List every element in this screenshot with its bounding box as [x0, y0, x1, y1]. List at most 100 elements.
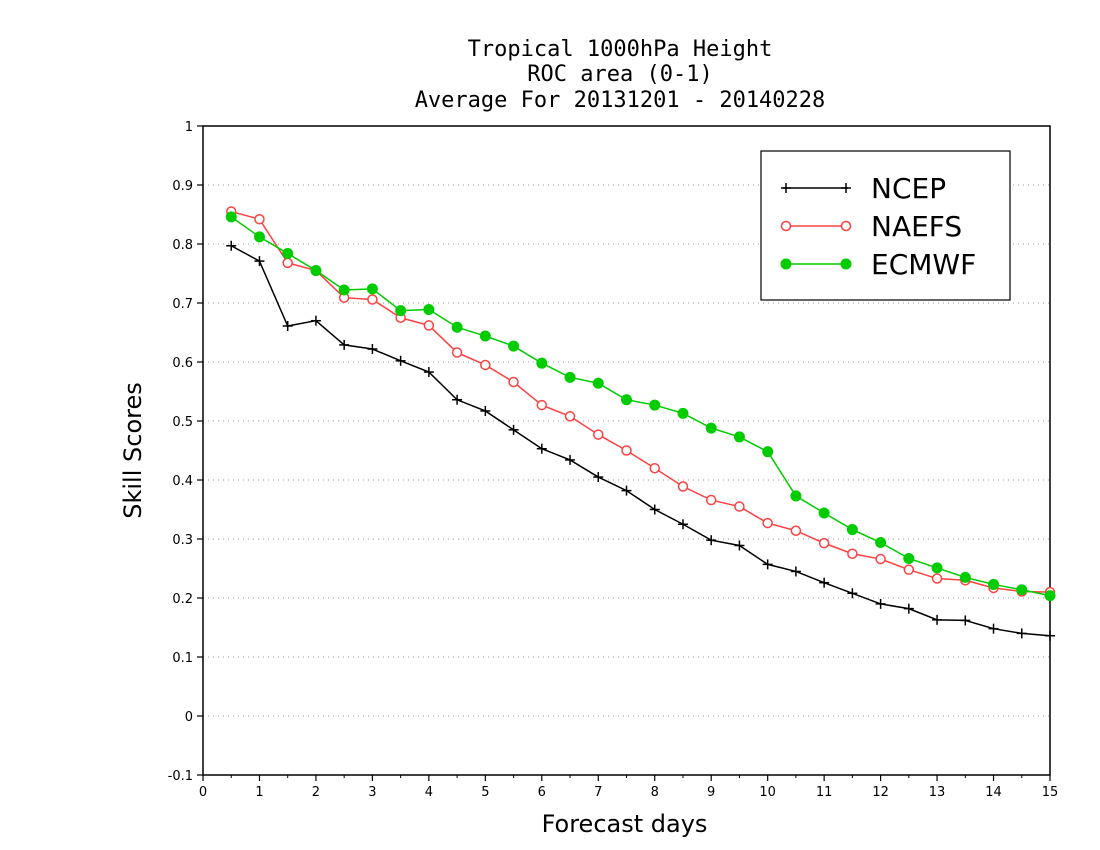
ncep-point-marker: [988, 623, 999, 634]
naefs-point-marker: [903, 564, 915, 575]
naefs-point-marker: [734, 501, 745, 512]
ecmwf-point-marker: [677, 407, 689, 419]
naefs-point-marker: [564, 411, 576, 422]
ncep-point-marker: [452, 394, 463, 405]
ncep-point-marker: [847, 588, 858, 599]
ncep-point-marker: [1045, 630, 1055, 641]
naefs-point-marker: [423, 320, 435, 331]
naefs-point-marker: [536, 399, 548, 411]
naefs-point-marker: [818, 537, 830, 549]
ecmwf-point-marker: [564, 371, 576, 383]
series-ncep: [226, 240, 1055, 641]
y-tick-label: 0.7: [172, 297, 193, 312]
ncep-point-marker: [480, 405, 491, 416]
y-tick-label: 0.9: [172, 179, 193, 194]
ecmwf-point-marker: [253, 231, 265, 243]
x-tick-label: 14: [985, 785, 1002, 800]
legend-entry-ecmwf: ECMWF: [780, 248, 976, 281]
ncep-point-marker: [875, 598, 886, 609]
legend-entry-naefs: NAEFS: [780, 210, 962, 243]
x-tick-label: 15: [1042, 785, 1059, 800]
x-tick-label: 12: [872, 785, 889, 800]
naefs-point-marker: [593, 429, 604, 440]
ecmwf-point-marker: [451, 321, 463, 333]
ecmwf-point-marker: [875, 537, 887, 549]
ncep-point-marker: [781, 183, 791, 193]
ncep-point-marker: [254, 256, 265, 267]
ncep-point-marker: [508, 424, 519, 435]
x-tick-label: 3: [368, 785, 376, 800]
ncep-point-marker: [960, 615, 971, 626]
ecmwf-point-marker: [508, 340, 520, 352]
chart-title-line-3: Average For 20131201 - 20140228: [414, 88, 826, 113]
naefs-point-marker: [649, 462, 660, 474]
naefs-point-marker: [705, 494, 717, 506]
ecmwf-point-marker: [592, 377, 604, 389]
y-tick-label: 0.4: [172, 474, 193, 489]
y-tick-label: 0.1: [172, 651, 193, 666]
y-tick-label: 0.3: [172, 533, 193, 548]
ecmwf-point-marker: [282, 247, 294, 259]
ncep-point-marker: [282, 321, 293, 332]
naefs-point-marker: [451, 347, 463, 358]
ecmwf-point-marker: [423, 303, 435, 315]
ncep-point-marker: [536, 443, 547, 454]
x-tick-label: 0: [199, 785, 207, 800]
y-tick-label: 0.2: [172, 592, 193, 607]
ncep-point-marker: [762, 559, 773, 570]
x-tick-label: 11: [816, 785, 833, 800]
y-tick-label: -0.1: [168, 769, 193, 784]
naefs-point-marker: [875, 553, 886, 565]
ncep-point-marker: [226, 240, 237, 251]
legend: NCEP NAEFS ECMWF: [760, 150, 1011, 301]
naefs-point-marker: [780, 220, 792, 232]
ecmwf-point-marker: [780, 258, 792, 270]
ncep-point-marker: [593, 472, 604, 483]
ncep-point-marker: [565, 454, 576, 465]
naefs-point-marker: [847, 548, 858, 559]
x-tick-label: 5: [481, 785, 489, 800]
naefs-point-marker: [790, 525, 802, 536]
ecmwf-point-marker: [366, 283, 378, 295]
x-tick-label: 2: [312, 785, 320, 800]
ecmwf-point-marker: [762, 446, 774, 458]
ncep-point-marker: [367, 344, 378, 355]
ecmwf-point-marker: [649, 399, 661, 411]
ecmwf-point-marker: [733, 431, 745, 443]
ncep-point-marker: [819, 577, 830, 588]
ncep-point-marker: [339, 339, 350, 350]
ecmwf-point-marker: [536, 357, 548, 369]
naefs-point-marker: [931, 573, 943, 584]
ncep-point-marker: [1016, 628, 1027, 639]
y-tick-label: 0.6: [172, 356, 193, 371]
naefs-point-marker: [621, 445, 632, 456]
legend-label: NAEFS: [871, 210, 962, 243]
axis-ticks: -0.100.10.20.30.40.50.60.70.80.910 1 2 3 4 5 6…: [168, 120, 1059, 800]
ecmwf-point-marker: [959, 571, 971, 583]
ncep-point-marker: [790, 566, 801, 577]
legend-label: ECMWF: [871, 248, 976, 281]
y-tick-label: 0.5: [172, 415, 193, 430]
x-tick-label: 7: [594, 785, 602, 800]
ncep-point-marker: [423, 367, 434, 378]
naefs-point-marker: [480, 359, 491, 371]
x-tick-label: 10: [759, 785, 776, 800]
ncep-point-marker: [734, 540, 745, 551]
naefs-point-marker: [677, 481, 689, 492]
x-tick-label: 6: [538, 785, 546, 800]
x-tick-label: 8: [651, 785, 659, 800]
legend-label: NCEP: [871, 172, 946, 205]
x-tick-label: 4: [425, 785, 433, 800]
series-line-ncep: [230, 245, 1051, 637]
ncep-point-marker: [621, 485, 632, 496]
ecmwf-point-marker: [1044, 590, 1056, 602]
ecmwf-point-marker: [988, 578, 1000, 590]
series-layer: [225, 206, 1056, 641]
ecmwf-point-marker: [225, 211, 237, 223]
chart-title-line-2: ROC area (0-1): [527, 62, 713, 87]
ncep-point-marker: [310, 315, 321, 326]
x-tick-label: 1: [255, 785, 263, 800]
y-tick-label: 0.8: [172, 238, 193, 253]
naefs-point-marker: [840, 220, 852, 232]
